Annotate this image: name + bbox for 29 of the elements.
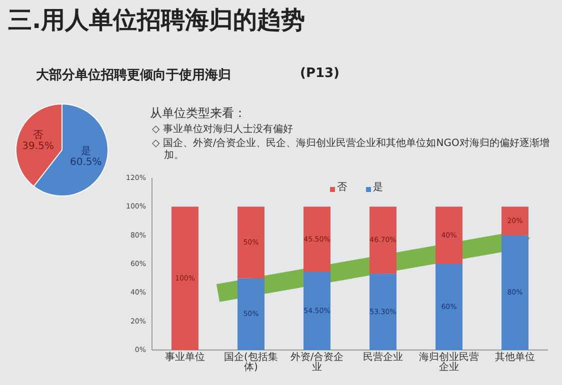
bar (238, 278, 264, 350)
legend-label: 否 (337, 182, 347, 193)
text: (P13) (300, 66, 340, 81)
bar (502, 206, 528, 236)
text: 三.用人单位招聘海归的趋势 (8, 5, 306, 36)
bar (370, 274, 396, 350)
x-tick-label: 国企(包括集体) (223, 352, 279, 373)
data-label: 60.5% (69, 157, 103, 168)
x-tick-label: 外资/合资企业 (289, 352, 345, 373)
legend-label: 是 (373, 182, 383, 193)
bar (172, 206, 198, 350)
bar (304, 272, 330, 350)
bar (502, 235, 528, 350)
slice-label: 是 (80, 146, 92, 158)
text: ◇ 国企、外资/合资企业、民企、海归创业民营企业和其他单位如NGO对海归的偏好逐渐增加。 (152, 138, 550, 162)
bar (304, 206, 330, 272)
bar (436, 206, 462, 264)
bar (436, 264, 462, 350)
slice-label: 否 (32, 130, 44, 141)
x-tick-label: 其他单位 (494, 352, 536, 363)
bar (370, 206, 396, 274)
bar (238, 206, 264, 278)
text: 从单位类型来看： (150, 106, 247, 120)
x-tick-label: 事业单位 (164, 352, 206, 363)
chart-subtitle: 大部分单位招聘更倾向于使用海归 (36, 66, 231, 84)
x-tick-label: 海归创业民营企业 (418, 352, 480, 373)
x-tick-label: 民营企业 (362, 352, 404, 363)
data-label: 39.5% (21, 140, 55, 152)
text: ◇ 事业单位对海归人士没有偏好 (152, 124, 294, 136)
